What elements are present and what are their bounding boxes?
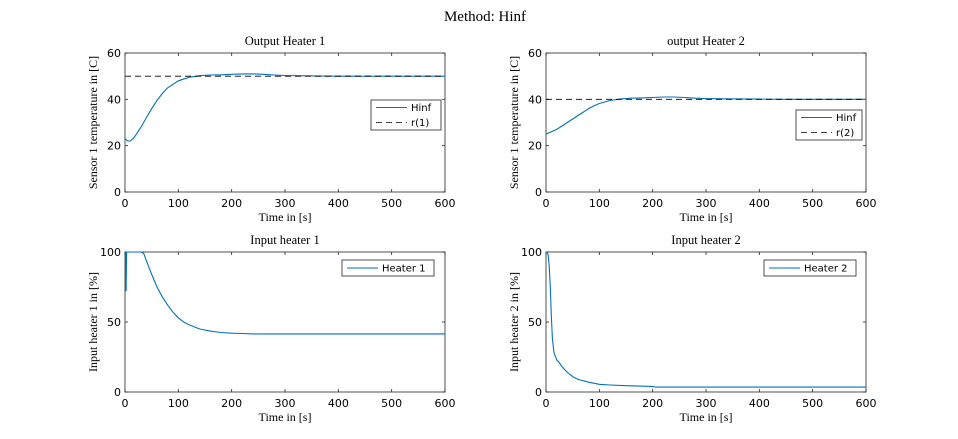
legend: Hinf r(2)	[795, 109, 863, 141]
x-tick-label: 100	[589, 197, 610, 210]
x-tick-label: 100	[168, 397, 189, 410]
x-axis-label: Time in [s]	[259, 410, 312, 424]
legend-label: r(1)	[411, 118, 429, 129]
x-tick-label: 200	[221, 197, 242, 210]
y-tick-label: 40	[528, 93, 542, 106]
x-tick-label: 500	[802, 397, 823, 410]
x-tick-label: 600	[856, 397, 877, 410]
x-tick-label: 100	[168, 197, 189, 210]
y-tick-label: 40	[107, 93, 121, 106]
legend: Heater 1	[341, 259, 435, 277]
x-tick-label: 200	[642, 397, 663, 410]
x-tick-label: 300	[275, 197, 296, 210]
y-tick-label: 100	[100, 246, 121, 259]
x-tick-label: 300	[275, 397, 296, 410]
x-tick-label: 0	[543, 197, 550, 210]
y-axis-label: Sensor 1 temperature in [C]	[507, 56, 521, 189]
legend-label: Heater 1	[382, 264, 426, 275]
y-axis-label: Input heater 1 in [%]	[86, 272, 100, 372]
chart-panel-2: output Heater 2 0 100 200 300 400 500 600 0 20 40 6…	[507, 34, 877, 224]
y-tick-label: 50	[528, 316, 542, 329]
x-tick-label: 500	[381, 197, 402, 210]
chart-title: Output Heater 1	[245, 34, 326, 48]
x-axis-label: Time in [s]	[680, 210, 733, 224]
legend-label: Heater 2	[804, 264, 848, 275]
legend-box	[341, 259, 435, 277]
chart-title: Input heater 1	[250, 233, 319, 247]
x-axis-label: Time in [s]	[680, 410, 733, 424]
y-tick-label: 0	[114, 186, 121, 199]
y-tick-label: 0	[114, 386, 121, 399]
y-tick-label: 0	[535, 386, 542, 399]
legend-box	[795, 109, 863, 141]
y-tick-label: 60	[528, 47, 542, 60]
y-tick-label: 100	[521, 246, 542, 259]
chart-panel-1: Output Heater 1 0 100 200 300 400 500 600 0 20 40 6…	[86, 34, 456, 224]
figure-title: Method: Hinf	[444, 9, 526, 25]
x-tick-label: 600	[435, 197, 456, 210]
y-tick-label: 20	[107, 140, 121, 153]
series-line-heater-2	[546, 251, 866, 388]
x-tick-label: 400	[749, 197, 770, 210]
x-tick-label: 400	[749, 397, 770, 410]
legend-box	[763, 259, 857, 277]
y-tick-label: 50	[107, 316, 121, 329]
chart-panel-4: Input heater 2 0 100 200 300 400 500 600 0 50 100 T…	[507, 233, 877, 424]
legend-label: Hinf	[836, 113, 857, 124]
legend-label: Hinf	[411, 103, 432, 114]
x-tick-label: 200	[642, 197, 663, 210]
x-tick-label: 500	[802, 197, 823, 210]
x-tick-label: 0	[122, 397, 129, 410]
x-tick-label: 400	[328, 197, 349, 210]
legend-box	[370, 99, 442, 131]
y-tick-label: 20	[528, 140, 542, 153]
x-tick-label: 300	[696, 197, 717, 210]
y-tick-label: 60	[107, 47, 121, 60]
x-tick-label: 200	[221, 397, 242, 410]
x-tick-label: 0	[122, 197, 129, 210]
x-tick-label: 500	[381, 397, 402, 410]
y-tick-label: 0	[535, 186, 542, 199]
x-tick-label: 100	[589, 397, 610, 410]
x-tick-label: 600	[435, 397, 456, 410]
x-tick-label: 300	[696, 397, 717, 410]
chart-panel-3: Input heater 1 0 100 200 300 400 500 600 0 50 100 T…	[86, 233, 456, 424]
y-axis-label: Sensor 1 temperature in [C]	[86, 56, 100, 189]
y-axis-label: Input heater 2 in [%]	[507, 272, 521, 372]
chart-title: Input heater 2	[671, 233, 740, 247]
legend: Hinf r(1)	[370, 99, 442, 131]
legend-label: r(2)	[836, 128, 854, 139]
x-tick-label: 400	[328, 397, 349, 410]
legend: Heater 2	[763, 259, 857, 277]
chart-title: output Heater 2	[667, 34, 745, 48]
series-line-heater-1	[125, 251, 445, 335]
x-tick-label: 600	[856, 197, 877, 210]
x-tick-label: 0	[543, 397, 550, 410]
x-axis-label: Time in [s]	[259, 210, 312, 224]
